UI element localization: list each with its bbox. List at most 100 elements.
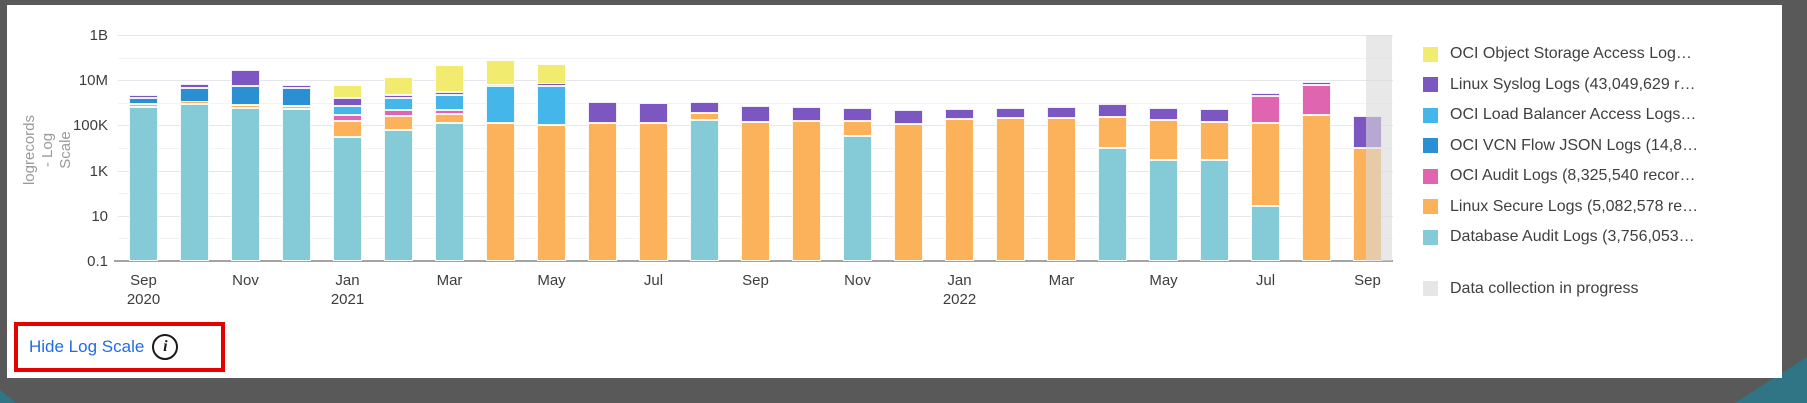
bar-segment-database-audit-logs[interactable] <box>1098 148 1127 261</box>
bar-segment-linux-syslog-logs[interactable] <box>129 95 158 99</box>
bar-segment-linux-secure-logs[interactable] <box>333 120 362 138</box>
bar-segment-oci-load-balancer-access-logs[interactable] <box>333 106 362 116</box>
bar-segment-linux-secure-logs[interactable] <box>690 113 719 121</box>
bar-segment-linux-secure-logs[interactable] <box>588 122 617 261</box>
legend-item-database-audit-logs[interactable]: Database Audit Logs (3,756,053… <box>1423 222 1783 253</box>
bar-segment-linux-secure-logs[interactable] <box>792 120 821 261</box>
bar-segment-oci-object-storage-access-logs[interactable] <box>384 76 413 96</box>
x-tick-month: May <box>1149 272 1178 289</box>
bar-segment-linux-secure-logs[interactable] <box>129 103 158 108</box>
bar-segment-linux-secure-logs[interactable] <box>945 118 974 261</box>
bar-segment-linux-syslog-logs[interactable] <box>384 95 413 99</box>
bar-segment-linux-secure-logs[interactable] <box>180 101 209 105</box>
bar-segment-linux-syslog-logs[interactable] <box>282 85 311 89</box>
x-tick-month: Jan <box>335 272 360 289</box>
bar-segment-linux-secure-logs[interactable] <box>1047 117 1076 261</box>
bar-segment-linux-secure-logs[interactable] <box>282 105 311 110</box>
bar-segment-database-audit-logs[interactable] <box>1251 206 1280 261</box>
bar-segment-linux-secure-logs[interactable] <box>639 122 668 261</box>
y-tick-label: 100K <box>72 117 108 135</box>
x-tick-label: Sep <box>1328 271 1408 290</box>
bar-segment-linux-secure-logs[interactable] <box>486 123 515 261</box>
bar-segment-linux-syslog-logs[interactable] <box>843 107 872 121</box>
bar-segment-database-audit-logs[interactable] <box>435 123 464 261</box>
bar-segment-database-audit-logs[interactable] <box>843 136 872 261</box>
bar-segment-linux-syslog-logs[interactable] <box>1098 103 1127 118</box>
bar-segment-oci-vcn-flow-json-logs[interactable] <box>180 88 209 102</box>
bar-segment-linux-syslog-logs[interactable] <box>945 108 974 119</box>
bar-segment-linux-secure-logs[interactable] <box>843 120 872 137</box>
bar-segment-linux-syslog-logs[interactable] <box>894 109 923 125</box>
legend-label: OCI Audit Logs (8,325,540 recor… <box>1450 167 1696 185</box>
legend-item-linux-syslog-logs[interactable]: Linux Syslog Logs (43,049,629 r… <box>1423 70 1783 101</box>
bar-segment-linux-syslog-logs[interactable] <box>1251 92 1280 96</box>
bar-segment-linux-secure-logs[interactable] <box>1251 122 1280 207</box>
legend-item-oci-load-balancer-access-logs[interactable]: OCI Load Balancer Access Logs… <box>1423 100 1783 131</box>
x-tick-label: Jul <box>1226 271 1306 290</box>
bar-segment-oci-vcn-flow-json-logs[interactable] <box>129 98 158 104</box>
bar-segment-database-audit-logs[interactable] <box>1149 159 1178 261</box>
bar-segment-linux-syslog-logs[interactable] <box>1200 109 1229 123</box>
legend-item-linux-secure-logs[interactable]: Linux Secure Logs (5,082,578 re… <box>1423 192 1783 223</box>
bar-segment-oci-audit-logs[interactable] <box>333 115 362 121</box>
bar-segment-linux-syslog-logs[interactable] <box>435 92 464 96</box>
bar-segment-linux-secure-logs[interactable] <box>435 114 464 124</box>
bar-segment-oci-audit-logs[interactable] <box>384 109 413 117</box>
bar-segment-oci-vcn-flow-json-logs[interactable] <box>231 86 260 105</box>
bar-segment-oci-audit-logs[interactable] <box>1251 95 1280 123</box>
bar-segment-linux-secure-logs[interactable] <box>996 117 1025 261</box>
bar-segment-oci-object-storage-access-logs[interactable] <box>486 59 515 86</box>
bar-segment-linux-syslog-logs[interactable] <box>588 101 617 123</box>
bar-segment-oci-load-balancer-access-logs[interactable] <box>384 98 413 110</box>
legend-label: OCI Load Balancer Access Logs… <box>1450 106 1697 124</box>
bar-segment-linux-syslog-logs[interactable] <box>792 107 821 121</box>
bar-segment-database-audit-logs[interactable] <box>1200 159 1229 261</box>
bar-segment-database-audit-logs[interactable] <box>384 130 413 261</box>
bar-segment-oci-vcn-flow-json-logs[interactable] <box>282 88 311 106</box>
legend-item-oci-object-storage-access-logs[interactable]: OCI Object Storage Access Log… <box>1423 39 1783 70</box>
bar-segment-linux-syslog-logs[interactable] <box>1302 81 1331 85</box>
x-tick-month: Mar <box>1048 272 1075 289</box>
bar-segment-linux-secure-logs[interactable] <box>384 116 413 131</box>
bar-segment-linux-syslog-logs[interactable] <box>1149 107 1178 121</box>
bar-segment-database-audit-logs[interactable] <box>231 108 260 261</box>
bar-segment-linux-secure-logs[interactable] <box>741 122 770 261</box>
gridline <box>118 102 1393 104</box>
bar-segment-database-audit-logs[interactable] <box>690 120 719 261</box>
bar-segment-linux-syslog-logs[interactable] <box>996 107 1025 118</box>
bar-segment-linux-secure-logs[interactable] <box>1302 114 1331 261</box>
hide-log-scale-link[interactable]: Hide Log Scale <box>29 337 145 356</box>
bar-segment-database-audit-logs[interactable] <box>129 107 158 261</box>
bar-segment-oci-load-balancer-access-logs[interactable] <box>537 86 566 125</box>
bar-segment-oci-audit-logs[interactable] <box>1302 84 1331 115</box>
bar-segment-linux-syslog-logs[interactable] <box>333 98 362 107</box>
x-tick-label: Jan 2021 <box>308 271 388 309</box>
bar-segment-linux-secure-logs[interactable] <box>894 124 923 261</box>
legend-item-oci-audit-logs[interactable]: OCI Audit Logs (8,325,540 recor… <box>1423 161 1783 192</box>
bar-segment-oci-object-storage-access-logs[interactable] <box>435 65 464 92</box>
bar-segment-oci-load-balancer-access-logs[interactable] <box>435 95 464 111</box>
bar-segment-linux-secure-logs[interactable] <box>537 124 566 261</box>
bar-segment-linux-secure-logs[interactable] <box>1200 122 1229 160</box>
bar-segment-database-audit-logs[interactable] <box>180 104 209 261</box>
data-collection-band <box>1366 35 1393 261</box>
legend-item-oci-vcn-flow-json-logs[interactable]: OCI VCN Flow JSON Logs (14,8… <box>1423 131 1783 162</box>
bar-segment-linux-secure-logs[interactable] <box>1149 120 1178 160</box>
bar-segment-linux-syslog-logs[interactable] <box>180 84 209 89</box>
legend-label: OCI VCN Flow JSON Logs (14,8… <box>1450 136 1699 154</box>
bar-segment-oci-object-storage-access-logs[interactable] <box>537 64 566 85</box>
bar-segment-oci-audit-logs[interactable] <box>435 110 464 115</box>
bar-segment-database-audit-logs[interactable] <box>333 137 362 261</box>
bar-segment-linux-syslog-logs[interactable] <box>741 106 770 123</box>
bar-segment-oci-object-storage-access-logs[interactable] <box>333 85 362 99</box>
bar-segment-linux-syslog-logs[interactable] <box>690 101 719 114</box>
bar-segment-oci-load-balancer-access-logs[interactable] <box>486 86 515 124</box>
bar-segment-linux-secure-logs[interactable] <box>1098 117 1127 148</box>
bar-segment-database-audit-logs[interactable] <box>282 109 311 261</box>
bar-segment-linux-syslog-logs[interactable] <box>639 102 668 123</box>
info-icon[interactable]: i <box>152 334 179 360</box>
bar-segment-linux-syslog-logs[interactable] <box>1047 107 1076 118</box>
bar-segment-linux-secure-logs[interactable] <box>231 104 260 109</box>
x-tick-year: 2020 <box>126 291 161 308</box>
bar-segment-linux-syslog-logs[interactable] <box>231 70 260 87</box>
